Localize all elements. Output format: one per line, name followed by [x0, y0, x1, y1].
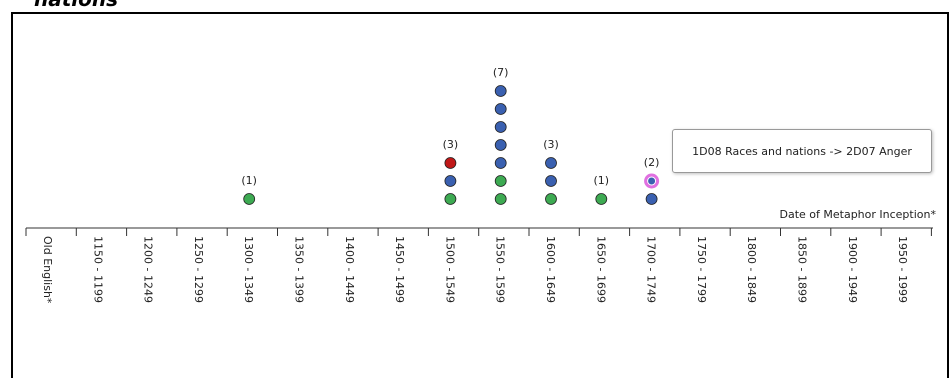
data-dot[interactable]: [545, 175, 557, 187]
tooltip: 1D08 Races and nations -> 2D07 Anger: [672, 129, 932, 173]
x-tick-label: 1950 - 1999: [896, 236, 909, 303]
data-dot[interactable]: [645, 193, 658, 205]
x-tick-label: 1150 - 1199: [91, 236, 104, 303]
x-tick-label: 1500 - 1549: [443, 236, 456, 303]
data-dot[interactable]: [444, 193, 457, 205]
data-dot[interactable]: [494, 175, 507, 187]
data-dot[interactable]: [595, 193, 608, 205]
count-label: (7): [493, 66, 509, 79]
data-dot[interactable]: [494, 139, 507, 151]
data-dot[interactable]: [494, 121, 507, 133]
x-tick-label: 1200 - 1249: [142, 236, 155, 303]
x-tick-label: 1750 - 1799: [695, 236, 708, 303]
count-labels: (1) (3) (7) (3) (1) (2): [241, 66, 659, 187]
x-tick-label: 1250 - 1299: [192, 236, 205, 303]
x-tick-label: 1550 - 1599: [494, 236, 507, 303]
x-tick-label: 1600 - 1649: [544, 236, 557, 303]
chart-frame: [11, 12, 949, 378]
count-label: (1): [241, 174, 257, 187]
data-dot[interactable]: [243, 193, 256, 205]
x-tick-label: 1350 - 1399: [293, 236, 306, 303]
x-tick-label: 1650 - 1699: [594, 236, 607, 303]
x-tick-label: Old English*: [41, 236, 54, 304]
count-label: (2): [644, 156, 660, 169]
x-tick-label: 1450 - 1499: [393, 236, 406, 303]
data-dot[interactable]: [494, 85, 507, 97]
x-tick-label: 1800 - 1849: [745, 236, 758, 303]
data-dot[interactable]: [494, 193, 507, 205]
data-dot[interactable]: [444, 157, 457, 169]
count-label: (3): [443, 138, 459, 151]
x-tick-label: 1300 - 1349: [242, 236, 255, 303]
data-dot[interactable]: [545, 193, 557, 205]
x-tick-label: 1900 - 1949: [846, 236, 859, 303]
data-dot[interactable]: [444, 175, 457, 187]
data-dot[interactable]: [545, 157, 557, 169]
x-axis-title: Date of Metaphor Inception*: [780, 208, 937, 221]
dots-layer: [243, 85, 660, 205]
x-tick-label: 1850 - 1899: [796, 236, 809, 303]
x-tick-label: 1400 - 1449: [343, 236, 356, 303]
x-axis: Old English* 1150 - 1199 1200 - 1249 1250 -…: [25, 208, 937, 304]
data-dot[interactable]: [494, 157, 507, 169]
data-dot[interactable]: [647, 176, 657, 186]
count-label: (3): [543, 138, 559, 151]
x-tick-label: 1700 - 1749: [645, 236, 658, 303]
page-title: nations: [34, 0, 118, 11]
data-dot[interactable]: [494, 103, 507, 115]
count-label: (1): [594, 174, 610, 187]
